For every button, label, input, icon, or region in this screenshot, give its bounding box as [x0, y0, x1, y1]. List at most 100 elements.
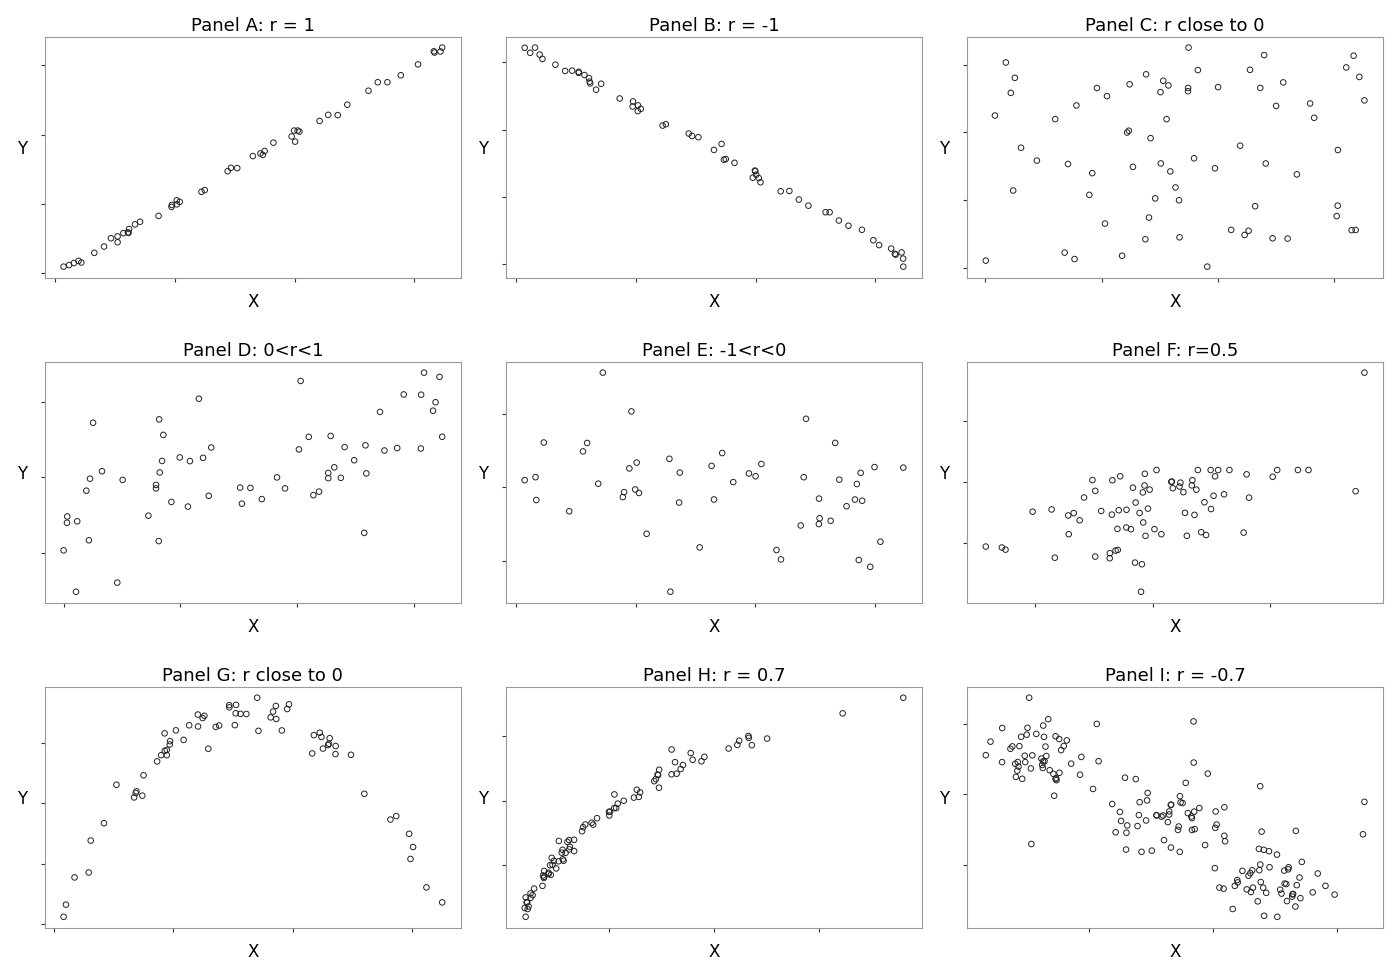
Point — [230, 706, 252, 722]
Point — [559, 504, 581, 520]
Point — [298, 430, 321, 446]
Point — [1008, 759, 1030, 775]
Point — [1183, 755, 1205, 771]
Point — [647, 768, 669, 784]
Point — [276, 701, 298, 717]
Point — [678, 127, 700, 143]
Point — [262, 704, 284, 720]
Point — [1169, 788, 1191, 804]
Point — [980, 734, 1002, 749]
Point — [168, 450, 190, 466]
Point — [693, 749, 715, 765]
Point — [1151, 809, 1173, 825]
Point — [1140, 131, 1162, 147]
Point — [738, 729, 760, 744]
Point — [1056, 733, 1078, 748]
Point — [154, 726, 176, 742]
Point — [883, 247, 906, 263]
Point — [1204, 469, 1226, 485]
Point — [265, 699, 287, 714]
Point — [1156, 815, 1179, 830]
Point — [1168, 819, 1190, 834]
Point — [1105, 825, 1127, 840]
Point — [155, 743, 178, 758]
Point — [333, 440, 356, 455]
Point — [851, 223, 874, 238]
Point — [552, 852, 574, 868]
Point — [270, 723, 293, 739]
Point — [1033, 729, 1056, 744]
Point — [711, 446, 734, 461]
Point — [690, 753, 713, 769]
Point — [743, 164, 766, 180]
Point — [318, 731, 340, 746]
Point — [353, 786, 375, 802]
Point — [193, 183, 216, 198]
Point — [284, 135, 307, 150]
Point — [204, 719, 227, 735]
Point — [1242, 880, 1264, 896]
Point — [528, 48, 550, 64]
Point — [668, 495, 690, 511]
Point — [161, 198, 183, 214]
Point — [1204, 804, 1226, 820]
Point — [521, 887, 543, 903]
Point — [514, 909, 536, 924]
Point — [713, 152, 735, 168]
Point — [517, 895, 539, 911]
Point — [1014, 748, 1036, 764]
Point — [1281, 889, 1303, 905]
X-axis label: X: X — [248, 293, 259, 311]
Point — [722, 475, 745, 490]
Point — [974, 254, 997, 270]
Point — [1134, 529, 1156, 544]
Point — [424, 395, 447, 410]
Point — [1242, 863, 1264, 878]
Point — [118, 226, 140, 241]
Point — [319, 429, 342, 445]
Point — [1207, 463, 1229, 479]
Point — [1131, 485, 1154, 500]
Point — [368, 404, 391, 420]
Point — [1014, 754, 1036, 770]
Point — [1070, 749, 1092, 765]
Point — [197, 742, 220, 757]
Point — [1196, 260, 1218, 276]
Point — [1135, 792, 1158, 808]
Point — [1180, 823, 1203, 838]
Point — [1068, 513, 1091, 529]
Point — [431, 895, 454, 911]
Point — [808, 517, 830, 532]
Point — [1032, 760, 1054, 776]
Point — [1177, 84, 1200, 100]
Point — [1030, 751, 1053, 767]
Point — [265, 711, 287, 727]
Point — [217, 164, 239, 180]
Point — [1053, 739, 1075, 754]
Y-axis label: Y: Y — [939, 465, 949, 483]
Point — [846, 477, 868, 492]
Point — [277, 697, 300, 712]
Point — [545, 861, 567, 876]
Y-axis label: Y: Y — [17, 789, 27, 807]
Point — [318, 736, 340, 751]
Point — [246, 690, 269, 705]
Point — [1326, 209, 1348, 225]
Point — [178, 718, 200, 734]
Point — [1354, 94, 1376, 109]
Point — [1344, 484, 1366, 499]
Point — [627, 105, 650, 120]
Point — [1203, 488, 1225, 504]
Point — [231, 496, 253, 512]
Point — [580, 76, 602, 92]
Point — [343, 453, 365, 469]
Point — [325, 746, 347, 762]
Point — [1249, 81, 1271, 97]
Title: Panel H: r = 0.7: Panel H: r = 0.7 — [643, 666, 785, 684]
Point — [1057, 527, 1079, 542]
Point — [193, 708, 216, 724]
Point — [1109, 804, 1131, 820]
Point — [1273, 863, 1295, 878]
Point — [1158, 78, 1180, 94]
Point — [1327, 143, 1350, 158]
